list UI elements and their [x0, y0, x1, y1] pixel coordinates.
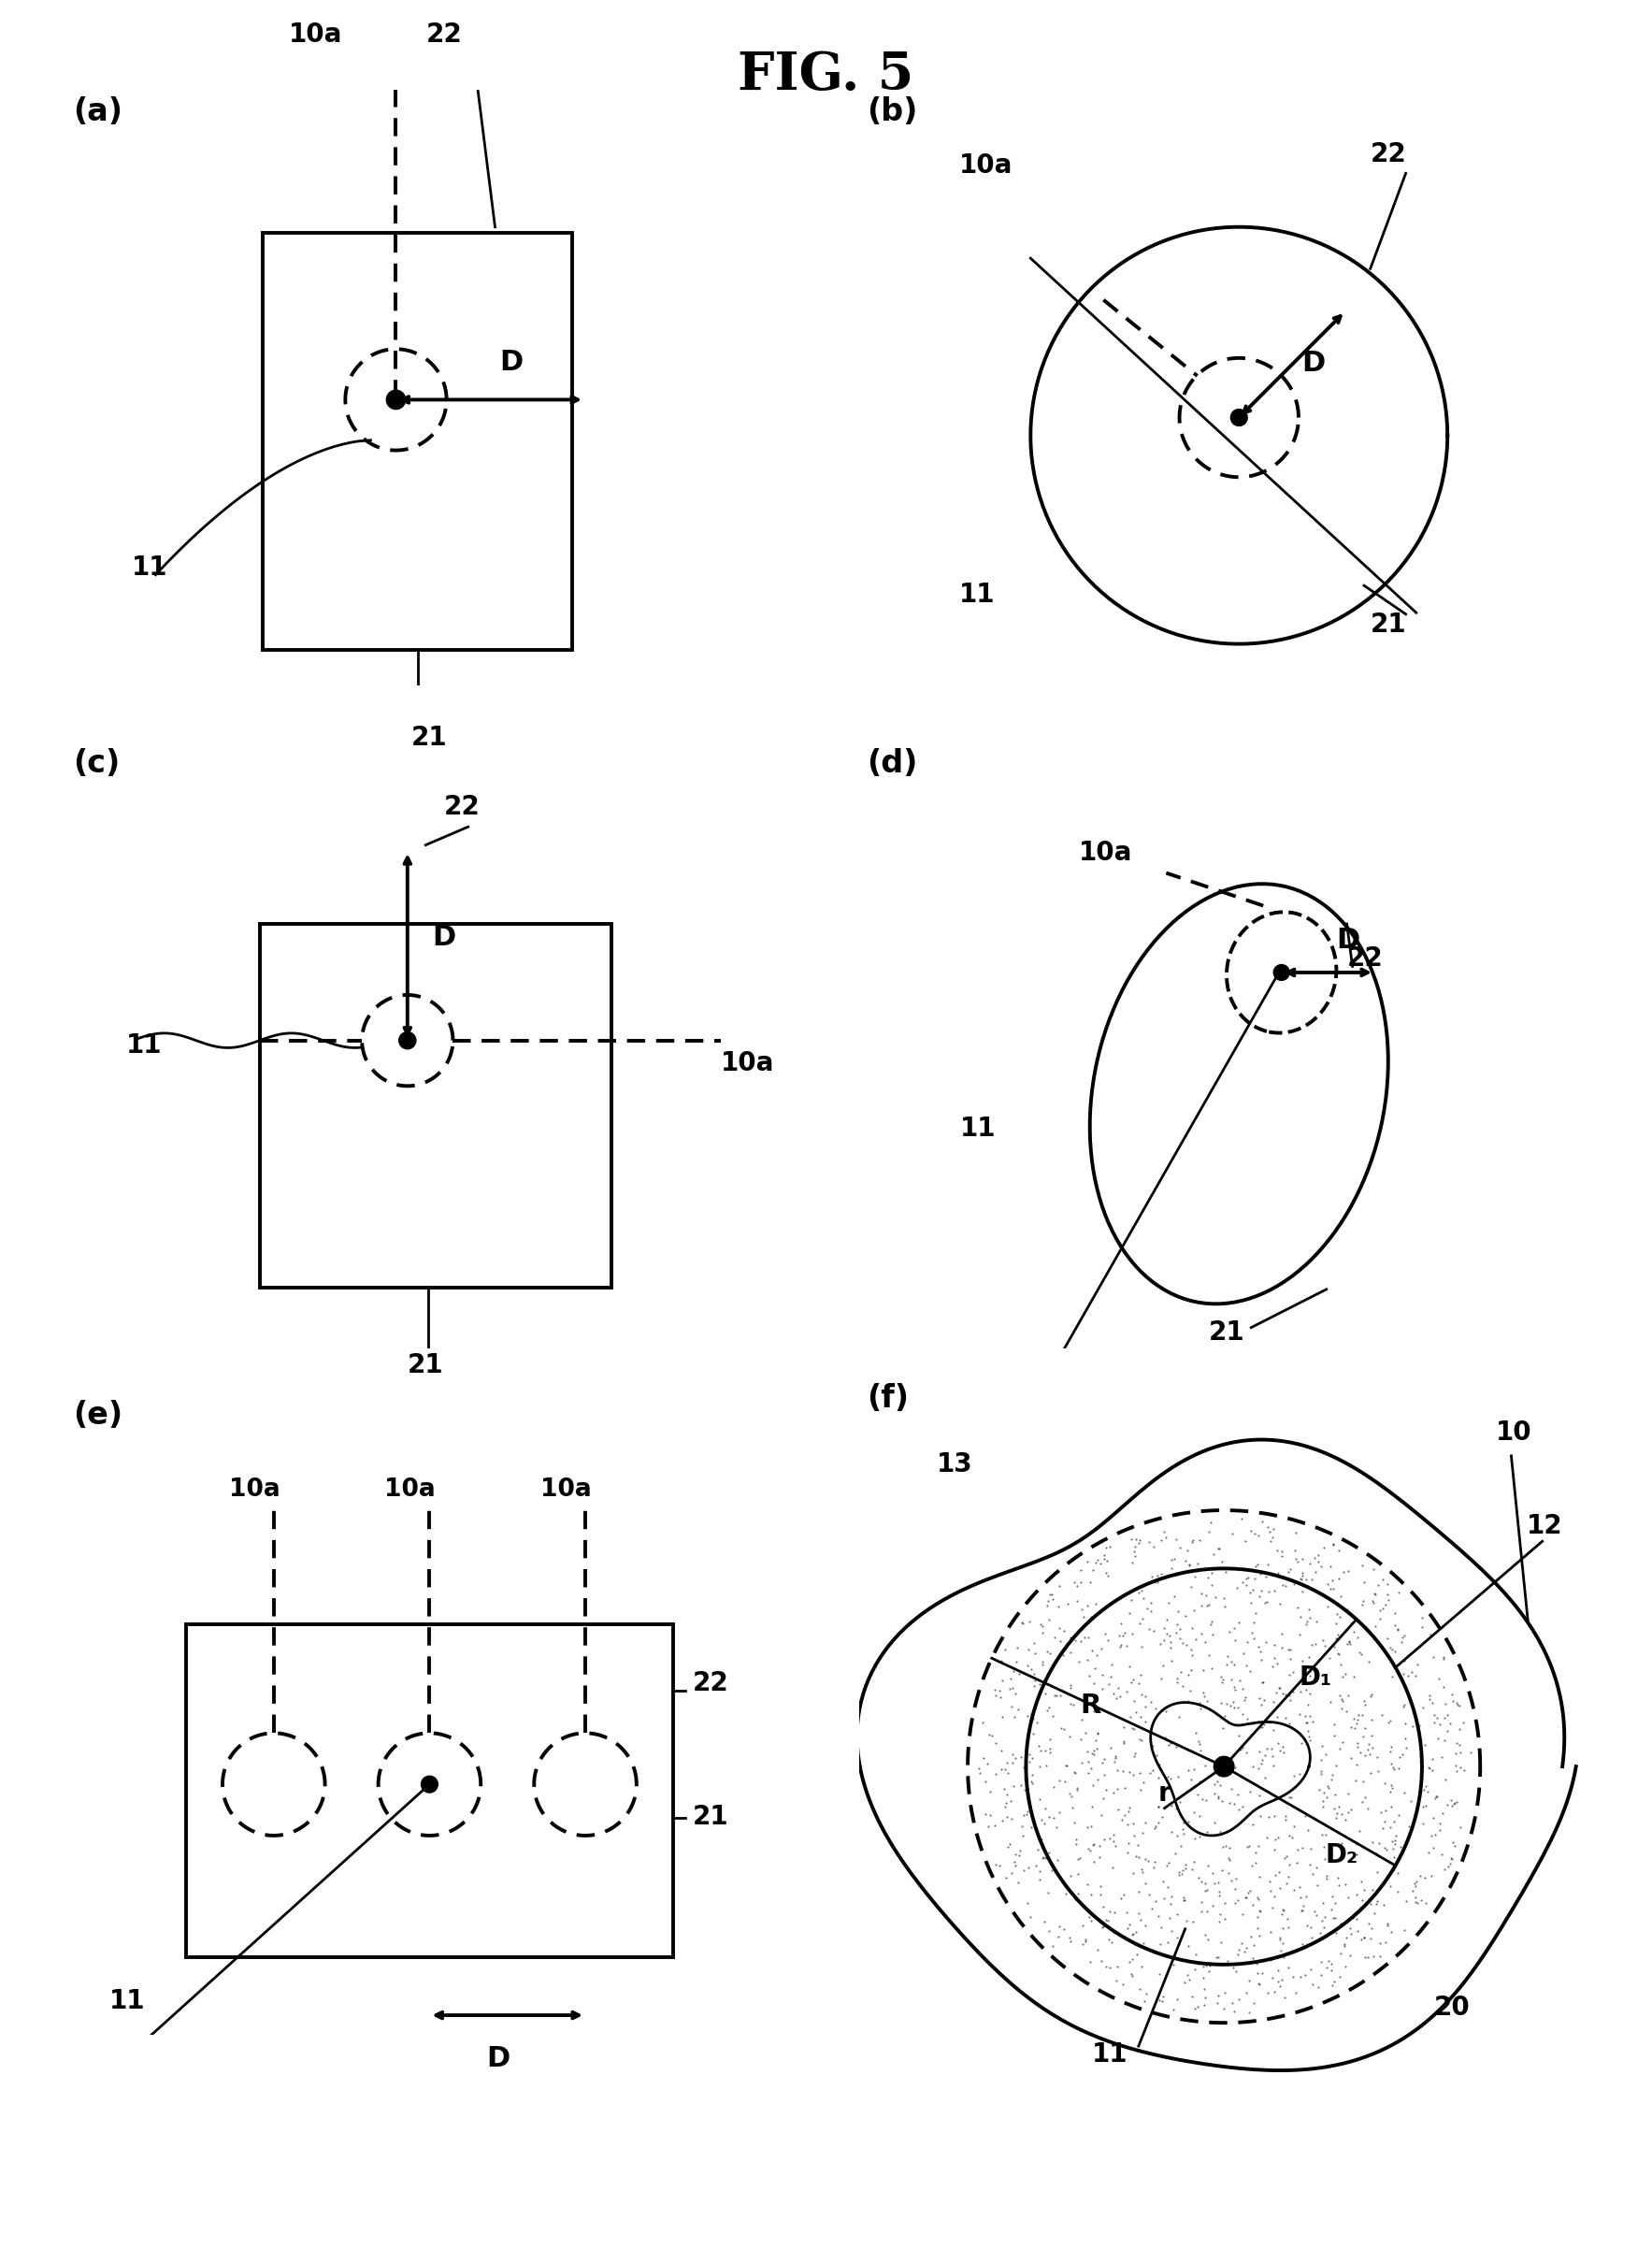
Circle shape — [421, 1776, 438, 1792]
Text: 10a: 10a — [1079, 839, 1132, 865]
Text: 10a: 10a — [960, 153, 1013, 180]
Text: 21: 21 — [1370, 611, 1406, 638]
Text: 11: 11 — [109, 1987, 145, 2014]
Text: 22: 22 — [692, 1670, 729, 1697]
Bar — [187, 1625, 672, 1958]
Text: (e): (e) — [73, 1401, 122, 1432]
Text: 11: 11 — [132, 555, 169, 580]
Text: 13: 13 — [937, 1450, 973, 1477]
Text: 21: 21 — [1209, 1320, 1244, 1347]
Text: (b): (b) — [867, 97, 917, 126]
Text: (f): (f) — [867, 1383, 909, 1414]
Bar — [263, 234, 573, 650]
Text: 20: 20 — [1434, 1994, 1470, 2021]
Text: (d): (d) — [867, 749, 917, 778]
Circle shape — [1231, 409, 1247, 425]
Circle shape — [1214, 1756, 1234, 1776]
Circle shape — [387, 391, 405, 409]
Text: D₁: D₁ — [1298, 1664, 1332, 1690]
Text: 12: 12 — [1526, 1513, 1563, 1540]
Bar — [259, 924, 611, 1288]
Text: (c): (c) — [73, 749, 121, 778]
Text: r: r — [1158, 1780, 1171, 1807]
Text: 22: 22 — [444, 794, 481, 821]
Circle shape — [398, 1032, 416, 1050]
Circle shape — [1274, 964, 1289, 980]
Text: R: R — [1080, 1693, 1100, 1720]
Text: 10a: 10a — [720, 1050, 775, 1077]
Text: 11: 11 — [126, 1032, 162, 1059]
Text: FIG. 5: FIG. 5 — [738, 49, 914, 101]
Text: 10a: 10a — [230, 1477, 281, 1502]
Text: D: D — [486, 2046, 509, 2073]
Text: D: D — [1336, 926, 1360, 953]
Text: 22: 22 — [1346, 946, 1383, 971]
Text: 21: 21 — [692, 1803, 729, 1830]
Text: 11: 11 — [1092, 2041, 1128, 2068]
Text: 22: 22 — [1370, 142, 1406, 166]
Text: 22: 22 — [426, 22, 463, 47]
Text: 21: 21 — [411, 724, 448, 751]
Text: 10a: 10a — [289, 22, 342, 47]
Text: 10a: 10a — [385, 1477, 436, 1502]
Text: 10a: 10a — [540, 1477, 591, 1502]
Text: D: D — [1302, 351, 1325, 378]
Text: D: D — [499, 348, 524, 375]
Text: D₂: D₂ — [1325, 1841, 1358, 1868]
Text: 10: 10 — [1495, 1421, 1531, 1445]
Text: 11: 11 — [960, 582, 995, 607]
Text: 21: 21 — [408, 1353, 443, 1378]
Text: 11: 11 — [960, 1115, 996, 1142]
Text: (a): (a) — [73, 97, 122, 126]
Text: D: D — [431, 924, 456, 951]
